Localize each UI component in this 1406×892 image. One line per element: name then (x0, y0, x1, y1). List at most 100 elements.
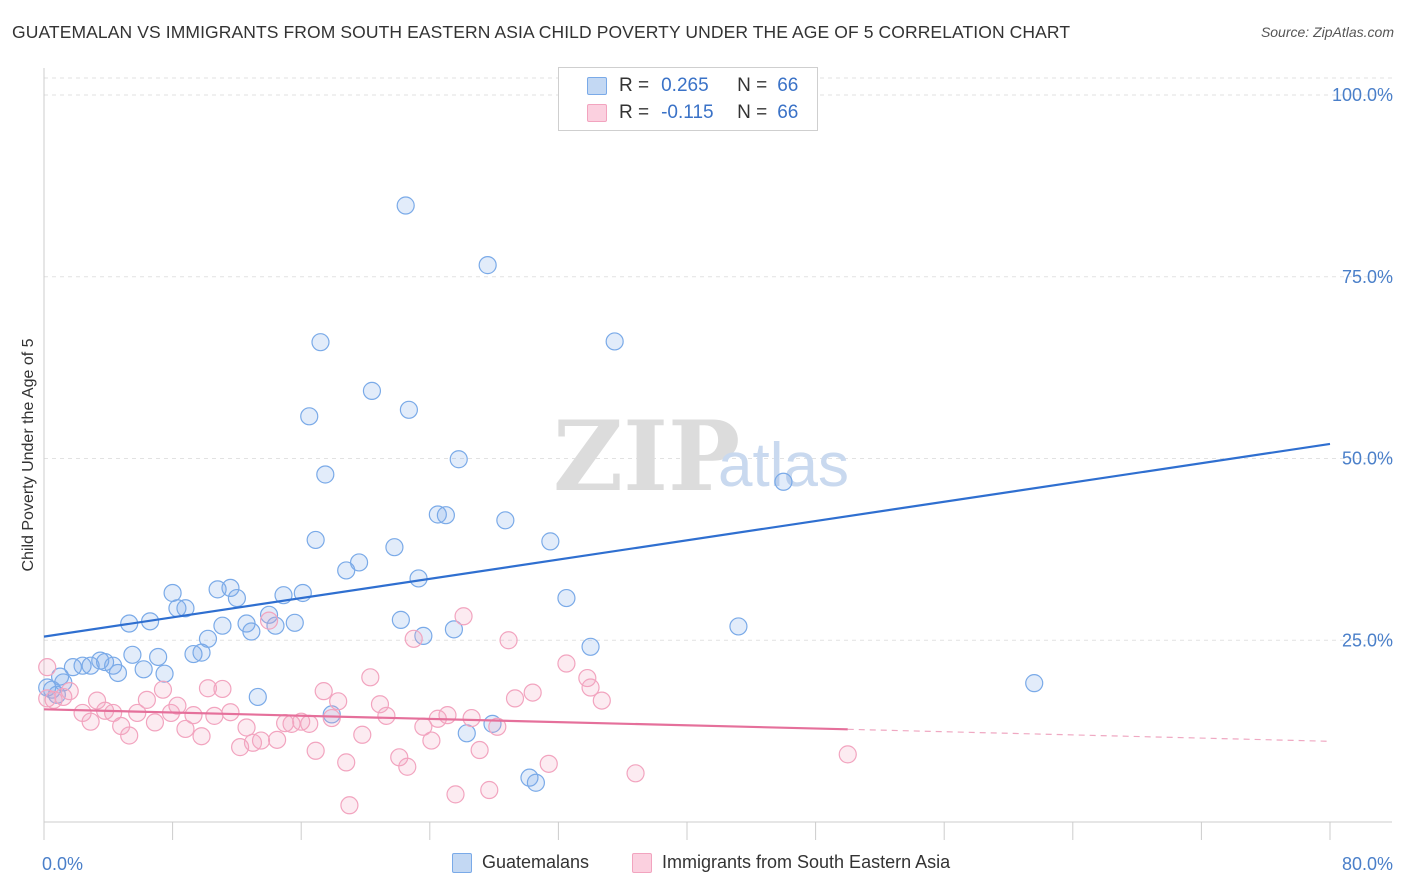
point-guatemalans (1025, 674, 1044, 693)
point-guatemalans (306, 530, 325, 550)
legend-n-label: N = (737, 75, 768, 96)
point-immigrants (480, 780, 499, 800)
y-tick-label: 100.0% (1332, 85, 1393, 105)
trend-line-solid (43, 708, 848, 731)
point-immigrants (838, 745, 857, 764)
legend-swatch-pink (632, 852, 652, 873)
point-immigrants (120, 726, 139, 745)
point-immigrants (626, 764, 645, 783)
y-tick-label: 25.0% (1342, 630, 1393, 650)
point-guatemalans (436, 506, 455, 525)
point-guatemalans (134, 660, 153, 679)
point-guatemalans (221, 578, 240, 598)
point-immigrants (145, 713, 165, 732)
point-immigrants (300, 714, 319, 733)
point-immigrants (454, 607, 473, 626)
point-guatemalans (605, 332, 624, 351)
point-guatemalans (63, 658, 83, 677)
y-tick-label: 75.0% (1342, 267, 1393, 287)
point-guatemalans (213, 616, 232, 635)
legend-item-immigrants: Immigrants from South Eastern Asia (632, 852, 950, 873)
point-guatemalans (391, 610, 410, 629)
point-guatemalans (311, 333, 330, 352)
point-guatemalans (581, 637, 600, 656)
legend-r-value: -0.115 (661, 102, 714, 123)
legend-n-label: N = (737, 102, 768, 123)
point-guatemalans (449, 450, 468, 469)
point-immigrants (340, 796, 359, 815)
point-guatemalans (259, 605, 279, 624)
point-guatemalans (81, 656, 100, 675)
point-immigrants (581, 678, 600, 697)
legend-n-value: 66 (777, 75, 799, 96)
x-tick-label: 80.0% (1342, 854, 1393, 874)
point-guatemalans (155, 664, 174, 683)
point-immigrants (398, 757, 417, 776)
point-immigrants (128, 703, 147, 723)
point-immigrants (404, 629, 423, 648)
point-guatemalans (248, 687, 267, 707)
point-immigrants (505, 689, 525, 708)
legend-swatch-blue (587, 77, 607, 95)
point-immigrants (539, 754, 558, 773)
legend-row-immigrants: R = -0.115 N = 66 (587, 101, 798, 125)
point-immigrants (329, 692, 348, 711)
point-guatemalans (149, 647, 168, 667)
point-guatemalans (496, 511, 515, 530)
point-immigrants (198, 679, 218, 698)
point-immigrants (259, 611, 279, 630)
point-guatemalans (526, 773, 545, 792)
grid-lines (44, 77, 1392, 641)
point-immigrants (168, 696, 187, 715)
point-guatemalans (385, 538, 404, 557)
point-immigrants (353, 725, 372, 744)
point-immigrants (192, 727, 211, 746)
x-tick-label: 0.0% (42, 854, 83, 874)
point-immigrants (322, 708, 341, 728)
legend-row-guatemalans: R = 0.265 N = 66 (587, 74, 798, 98)
point-immigrants (184, 706, 203, 725)
point-immigrants (267, 730, 287, 749)
point-immigrants (523, 683, 542, 702)
tick-labels: 100.0% 75.0% 50.0% 25.0% 0.0% 80.0% (42, 85, 1393, 874)
point-guatemalans (300, 407, 319, 426)
point-immigrants (137, 690, 156, 709)
point-immigrants (499, 631, 518, 650)
point-immigrants (446, 785, 465, 804)
trend-line-solid (43, 442, 1331, 638)
point-immigrants (422, 731, 441, 750)
watermark-zip: ZIP (553, 400, 740, 513)
legend-label-guatemalans: Guatemalans (482, 852, 590, 872)
legend-swatch-blue (452, 852, 472, 873)
point-guatemalans (729, 617, 748, 636)
point-guatemalans (108, 663, 128, 683)
point-guatemalans (242, 622, 261, 641)
data-points (38, 196, 1044, 815)
watermark: ZIP atlas (553, 400, 849, 513)
point-guatemalans (50, 667, 70, 686)
legend-item-guatemalans: Guatemalans (452, 852, 589, 873)
point-immigrants (205, 706, 224, 725)
source-label: Source: ZipAtlas.com (1260, 24, 1394, 40)
legend-r-label: R = (619, 75, 650, 96)
point-immigrants (237, 718, 256, 737)
point-immigrants (306, 741, 325, 760)
trend-line-dashed (847, 728, 1331, 742)
point-guatemalans (409, 569, 428, 588)
point-immigrants (213, 679, 232, 699)
point-guatemalans (444, 620, 464, 639)
point-immigrants (104, 703, 123, 723)
correlation-legend: R = 0.265 N = 66 R = -0.115 N = 66 (558, 67, 818, 131)
legend-swatch-pink (587, 104, 607, 122)
point-guatemalans (396, 196, 415, 215)
y-tick-label: 50.0% (1342, 449, 1393, 469)
point-guatemalans (557, 588, 576, 608)
point-guatemalans (478, 256, 497, 275)
point-guatemalans (541, 532, 560, 551)
point-immigrants (557, 654, 576, 673)
point-immigrants (176, 719, 195, 739)
y-axis-label: Child Poverty Under the Age of 5 (20, 338, 37, 571)
point-immigrants (314, 682, 333, 701)
point-immigrants (153, 680, 173, 699)
